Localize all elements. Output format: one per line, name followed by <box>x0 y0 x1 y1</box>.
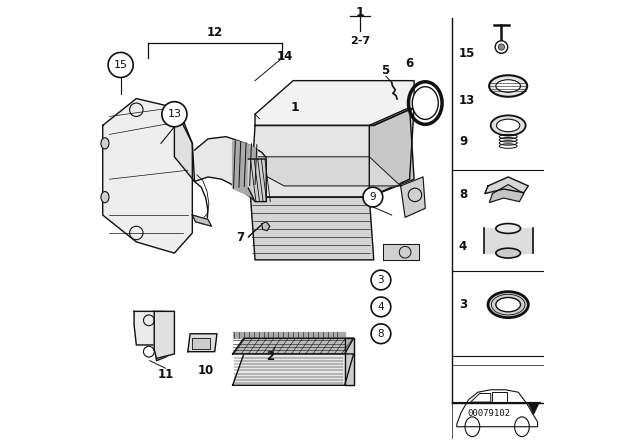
Polygon shape <box>188 334 217 352</box>
Ellipse shape <box>496 248 520 258</box>
Circle shape <box>371 297 391 317</box>
Text: 7: 7 <box>236 231 244 244</box>
Polygon shape <box>233 354 353 385</box>
Polygon shape <box>485 177 529 194</box>
Polygon shape <box>233 338 353 354</box>
Ellipse shape <box>489 75 527 97</box>
Circle shape <box>363 187 383 207</box>
Polygon shape <box>401 177 425 217</box>
Text: 3: 3 <box>378 275 384 285</box>
Polygon shape <box>528 402 540 414</box>
Ellipse shape <box>497 119 520 132</box>
Circle shape <box>495 41 508 53</box>
Circle shape <box>108 52 133 78</box>
Text: 15: 15 <box>114 60 127 70</box>
Ellipse shape <box>101 192 109 202</box>
Text: 1: 1 <box>356 6 365 19</box>
Text: 15: 15 <box>459 47 476 60</box>
Text: 9: 9 <box>459 134 467 148</box>
Text: 8: 8 <box>378 329 384 339</box>
Circle shape <box>371 270 391 290</box>
Text: 11: 11 <box>157 367 173 381</box>
Text: 13: 13 <box>459 94 475 108</box>
Polygon shape <box>484 228 533 253</box>
Text: 1: 1 <box>291 101 300 114</box>
Text: 12: 12 <box>207 26 223 39</box>
Ellipse shape <box>496 80 520 92</box>
Ellipse shape <box>496 224 520 233</box>
Ellipse shape <box>496 297 520 312</box>
Circle shape <box>371 324 391 344</box>
Text: 10: 10 <box>198 364 214 378</box>
Polygon shape <box>490 185 524 202</box>
Text: 14: 14 <box>277 50 293 64</box>
Polygon shape <box>233 332 345 338</box>
Ellipse shape <box>412 87 438 119</box>
Text: 2-7: 2-7 <box>350 36 371 46</box>
Polygon shape <box>369 108 414 197</box>
Text: 3: 3 <box>459 298 467 311</box>
Text: 00079102: 00079102 <box>467 409 510 418</box>
Polygon shape <box>255 157 401 186</box>
Polygon shape <box>174 108 195 181</box>
Polygon shape <box>345 338 353 385</box>
Polygon shape <box>192 215 212 226</box>
Text: 13: 13 <box>168 109 181 119</box>
Text: 4: 4 <box>459 240 467 253</box>
Circle shape <box>162 102 187 127</box>
Text: 8: 8 <box>459 188 467 202</box>
Text: 5: 5 <box>381 64 389 78</box>
Text: 6: 6 <box>406 57 413 70</box>
Polygon shape <box>192 338 210 349</box>
Polygon shape <box>195 137 266 202</box>
Polygon shape <box>262 222 270 231</box>
Circle shape <box>499 44 504 50</box>
Text: 9: 9 <box>369 192 376 202</box>
Polygon shape <box>383 244 419 260</box>
Polygon shape <box>233 141 257 199</box>
Polygon shape <box>251 197 374 260</box>
Polygon shape <box>251 108 414 197</box>
Ellipse shape <box>101 138 109 149</box>
Polygon shape <box>103 99 192 253</box>
Ellipse shape <box>491 116 525 135</box>
Polygon shape <box>255 81 414 125</box>
Polygon shape <box>134 311 168 361</box>
Polygon shape <box>154 311 174 358</box>
Polygon shape <box>248 159 266 202</box>
Text: 4: 4 <box>378 302 384 312</box>
Text: 2: 2 <box>266 349 274 363</box>
Ellipse shape <box>488 292 529 318</box>
